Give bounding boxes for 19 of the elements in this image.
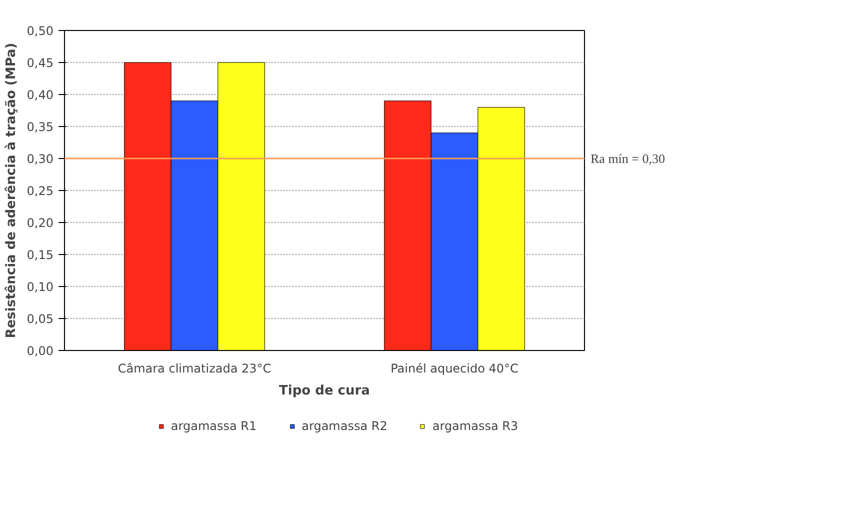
x-tick-label: Painél aquecido 40°C [390, 362, 518, 376]
legend-label: argamassa R3 [432, 419, 518, 433]
y-tick-label: 0,00 [26, 344, 54, 358]
y-tick-label: 0,10 [26, 280, 54, 294]
y-tick-label: 0,30 [26, 152, 54, 166]
legend-label: argamassa R1 [170, 419, 257, 433]
y-tick-label: 0,15 [26, 248, 54, 262]
ref-line-label: Ra mín = 0,30 [590, 151, 665, 166]
y-tick-label: 0,20 [26, 216, 54, 230]
y-axis-title: Resistência de aderência à tração (MPa) [4, 42, 19, 338]
y-tick-label: 0,05 [26, 312, 54, 326]
legend-label: argamassa R2 [302, 419, 388, 433]
x-tick-label: Câmara climatizada 23°C [118, 362, 272, 376]
y-tick-label: 0,40 [26, 88, 54, 102]
y-tick-label: 0,50 [26, 24, 54, 38]
y-tick-label: 0,35 [26, 120, 54, 134]
y-tick-label: 0,45 [26, 56, 54, 70]
y-tick-label: 0,25 [26, 184, 54, 198]
x-axis-title: Tipo de cura [279, 384, 370, 398]
